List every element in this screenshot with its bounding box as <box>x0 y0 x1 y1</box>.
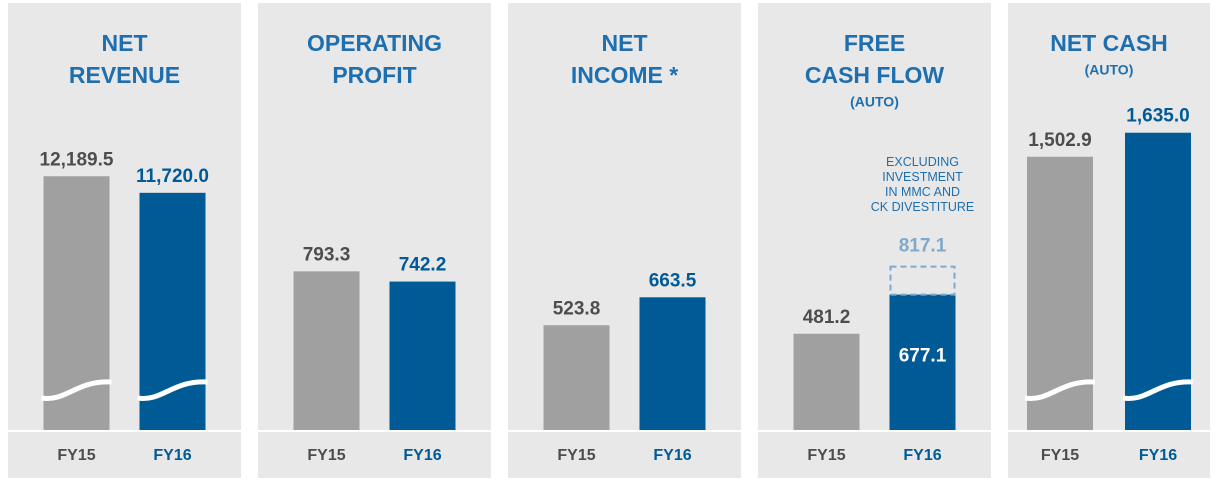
bar <box>889 294 956 430</box>
bar <box>293 271 360 430</box>
bar <box>639 297 706 430</box>
bar <box>43 176 110 430</box>
panel-title: PROFIT <box>332 62 416 88</box>
category-label: FY16 <box>403 447 441 464</box>
panel-title: NET <box>102 30 148 56</box>
category-label: FY16 <box>153 447 191 464</box>
value-label: 793.3 <box>303 244 351 265</box>
panel-title: FREE <box>844 30 905 56</box>
value-label: 11,720.0 <box>136 166 209 187</box>
axis-break <box>1024 379 1096 401</box>
value-label: 12,189.5 <box>40 149 114 170</box>
axis-break <box>41 379 112 401</box>
panel-subtitle: (AUTO) <box>850 94 899 110</box>
category-label: FY16 <box>653 447 691 464</box>
bar <box>793 333 860 430</box>
adjusted-value-label: 817.1 <box>899 236 947 257</box>
value-label: 481.2 <box>803 307 851 328</box>
bar <box>389 281 456 430</box>
panel-title: NET CASH <box>1050 30 1168 56</box>
bar <box>139 192 206 430</box>
annotation: CK DIVESTITURE <box>871 200 975 214</box>
panel-title: REVENUE <box>69 62 180 88</box>
category-label: FY15 <box>557 447 595 464</box>
annotation: IN MMC AND <box>885 185 960 199</box>
category-label: FY15 <box>57 447 95 464</box>
annotation: EXCLUDING <box>886 155 959 169</box>
value-label: 1,635.0 <box>1126 106 1189 127</box>
category-label: FY16 <box>903 447 941 464</box>
category-label: FY16 <box>1139 447 1177 464</box>
bar <box>543 325 610 430</box>
category-label: FY15 <box>1041 447 1079 464</box>
panel-title: NET <box>602 30 648 56</box>
panel-subtitle: (AUTO) <box>1085 62 1134 78</box>
value-label: 523.8 <box>553 298 601 319</box>
panel-title: CASH FLOW <box>805 62 945 88</box>
value-label: 677.1 <box>899 346 947 367</box>
panel-title: INCOME * <box>571 62 678 88</box>
value-label: 742.2 <box>399 255 447 276</box>
panel-title: OPERATING <box>307 30 442 56</box>
category-label: FY15 <box>807 447 845 464</box>
bar <box>1125 132 1191 430</box>
value-label: 1,502.9 <box>1028 130 1091 151</box>
category-label: FY15 <box>307 447 345 464</box>
axis-break <box>1122 379 1194 401</box>
axis-break <box>137 379 208 401</box>
annotation: INVESTMENT <box>882 170 963 184</box>
adjusted-bar <box>889 265 956 296</box>
value-label: 663.5 <box>649 270 697 291</box>
